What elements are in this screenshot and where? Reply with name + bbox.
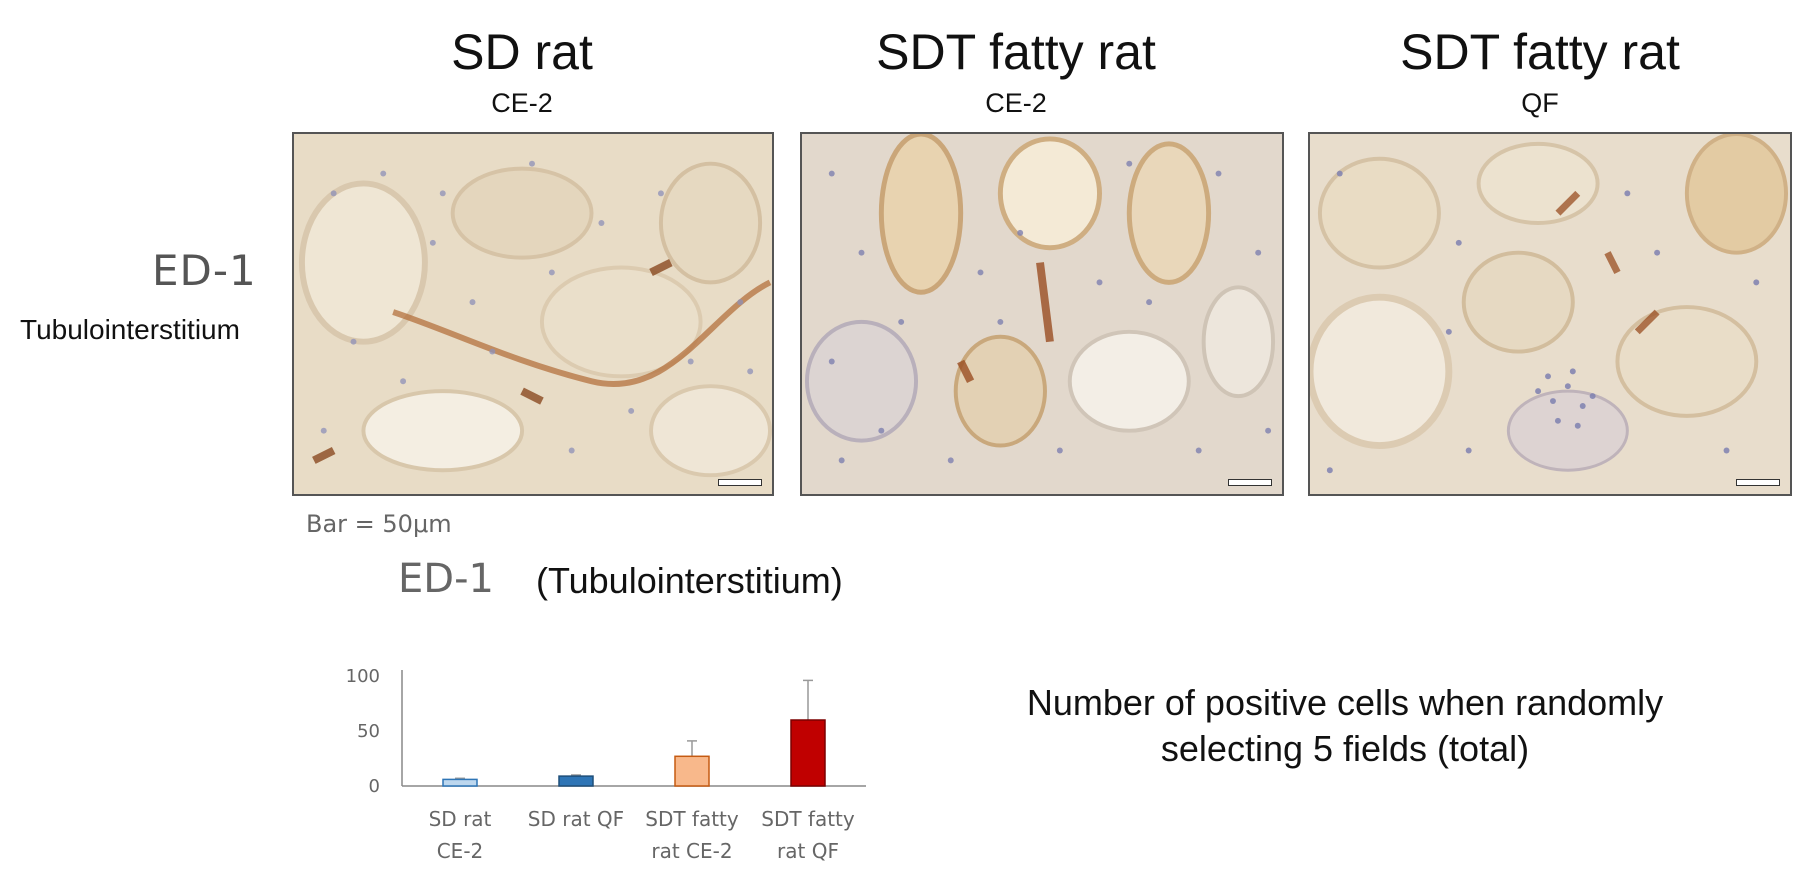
micrograph-sdt-ce2 bbox=[800, 132, 1284, 496]
micrograph-image bbox=[294, 134, 772, 494]
chart-caption: Number of positive cells when randomly s… bbox=[930, 680, 1760, 772]
row-stain-label: ED-1 bbox=[152, 246, 257, 295]
micrograph-image bbox=[1310, 134, 1790, 494]
y-tick-label: 100 bbox=[346, 666, 380, 687]
scale-bar bbox=[1228, 479, 1272, 486]
panel-title-2: SDT fatty rat bbox=[876, 24, 1156, 80]
x-tick-label: SDT fatty bbox=[761, 807, 855, 831]
panel-subtitle-3: QF bbox=[1521, 88, 1559, 118]
chart-region-label: (Tubulointerstitium) bbox=[536, 560, 843, 601]
bar bbox=[558, 775, 594, 787]
panel-subtitle-2: CE-2 bbox=[985, 88, 1047, 118]
chart-caption-line-1: Number of positive cells when randomly bbox=[1026, 682, 1664, 723]
row-region-label: Tubulointerstitium bbox=[20, 314, 240, 345]
y-tick-label: 0 bbox=[369, 776, 380, 797]
y-tick-label: 50 bbox=[357, 721, 380, 742]
panel-title-3: SDT fatty rat bbox=[1400, 24, 1680, 80]
bar bbox=[790, 719, 826, 787]
panel-title-1: SD rat bbox=[451, 24, 593, 80]
chart-stain-label: ED-1 bbox=[398, 556, 494, 602]
bar bbox=[442, 778, 478, 787]
chart-caption-line-2: selecting 5 fields (total) bbox=[1160, 728, 1530, 769]
micrograph-image bbox=[802, 134, 1282, 494]
scale-bar bbox=[1736, 479, 1780, 486]
panel-subtitle-1: CE-2 bbox=[491, 88, 553, 118]
x-tick-label: rat CE-2 bbox=[651, 839, 732, 863]
x-tick-label: rat QF bbox=[777, 839, 839, 863]
x-tick-label: SD rat QF bbox=[528, 807, 624, 831]
x-tick-label: CE-2 bbox=[437, 839, 484, 863]
x-tick-label: SDT fatty bbox=[645, 807, 739, 831]
scale-note: Bar = 50μm bbox=[306, 510, 452, 538]
micrograph-sd-ce2 bbox=[292, 132, 774, 496]
x-tick-label: SD rat bbox=[429, 807, 492, 831]
scale-bar bbox=[718, 479, 762, 486]
bar bbox=[674, 755, 710, 787]
bar-chart: 0 50 100 SD rat CE-2 SD rat QF SDT fatty rat CE… bbox=[346, 666, 866, 863]
micrograph-sdt-qf bbox=[1308, 132, 1792, 496]
